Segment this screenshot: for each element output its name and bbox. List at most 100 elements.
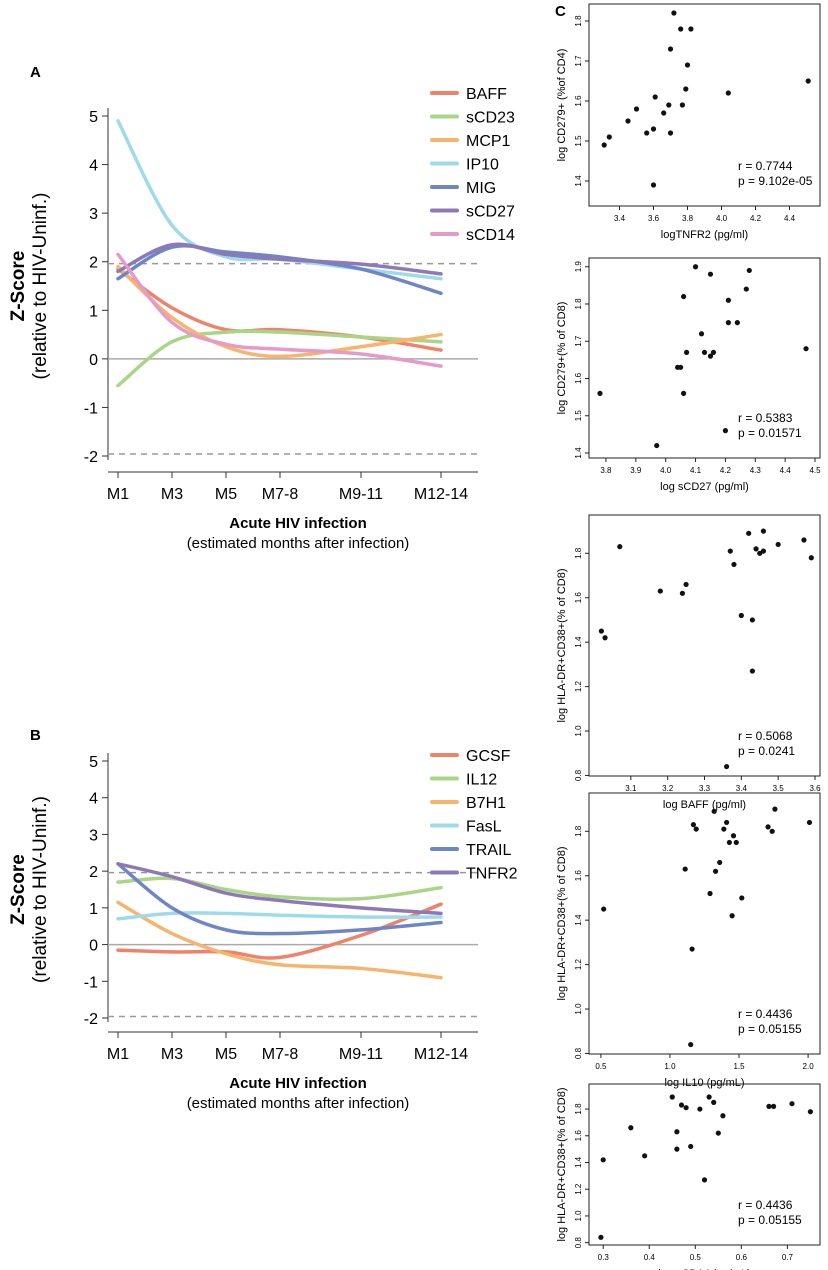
scatter-point — [678, 26, 684, 32]
stat-p-value: p = 9.102e-05 — [738, 174, 813, 188]
x-tick-label: 0.3 — [598, 1253, 610, 1262]
scatter-point — [680, 293, 687, 300]
stat-r-value: r = 0.5383 — [738, 411, 793, 425]
y-axis-title: log HLA-DR+CD38+(% of CD8) — [556, 846, 568, 1000]
y-tick-label: 1.8 — [574, 1103, 583, 1115]
series-line-fasl — [116, 911, 443, 921]
series-line-mcp1 — [116, 264, 443, 359]
y-axis-title: Z-Score — [8, 854, 29, 925]
scatter-point — [743, 286, 749, 292]
y-tick-label: 5 — [89, 109, 98, 126]
scatter-point — [727, 548, 733, 554]
scatter-point — [710, 349, 717, 356]
y-tick-label: 1.7 — [574, 335, 583, 347]
scatter-point — [679, 590, 686, 596]
y-tick-label: 1.2 — [574, 680, 583, 692]
scatter-point — [721, 826, 727, 832]
scatter-point — [711, 808, 717, 814]
legend-label-fasl: FasL — [466, 819, 502, 836]
scatter-point — [602, 635, 608, 641]
y-tick-label: 1.8 — [574, 825, 583, 837]
scatter-point — [772, 806, 778, 812]
x-tick-label: 3.4 — [614, 214, 626, 223]
scatter-point — [730, 833, 737, 839]
scatter-point — [667, 46, 674, 52]
x-tick-label: M9-11 — [339, 1046, 383, 1063]
legend-label-il12: IL12 — [466, 772, 497, 789]
scatter-point — [625, 118, 631, 124]
scatter-plot-1: 3.4 3.6 3.8 4.0 4.2 4.4 1.4 1.5 1.6 1.7 1.8 logTNFR… — [556, 3, 821, 241]
x-tick-label: 1.5 — [733, 1062, 745, 1071]
scatter-point — [725, 297, 731, 303]
scatter-point — [746, 267, 752, 274]
scatter-point — [666, 102, 672, 108]
y-axis-title: Z-Score — [8, 251, 29, 322]
scatter-point — [769, 828, 775, 834]
stat-r-value: r = 0.5068 — [738, 729, 793, 743]
y-axis-title: log HLA-DR+CD38+(% of CD8) — [556, 1087, 568, 1241]
scatter-point — [806, 819, 813, 826]
scatter-point — [766, 1103, 772, 1109]
y-tick-label: 1 — [89, 303, 98, 320]
legend-label-mcp1: MCP1 — [466, 133, 511, 150]
series-line-il12 — [116, 876, 443, 901]
y-tick-label: 1.4 — [574, 914, 583, 926]
y-tick-label: 1.7 — [574, 55, 583, 67]
stat-p-value: p = 0.05155 — [738, 1022, 802, 1036]
x-axis-title: Acute HIV infection — [229, 515, 367, 532]
y-tick-label: 1.6 — [574, 870, 583, 882]
scatter-point — [628, 1125, 634, 1131]
x-tick-label: M3 — [161, 486, 183, 503]
scatter-frame — [588, 257, 821, 459]
x-tick-label: 0.5 — [690, 1253, 702, 1262]
stat-r-value: r = 0.4436 — [738, 1198, 793, 1212]
y-tick-label: 0 — [89, 352, 98, 369]
scatter-point — [722, 428, 729, 434]
legend-label-scd23: sCD23 — [466, 110, 515, 127]
y-tick-label: 3 — [89, 827, 98, 844]
x-tick-label: M5 — [215, 1046, 237, 1063]
x-tick-label: 4.2 — [750, 214, 762, 223]
scatter-point — [803, 346, 809, 352]
x-axis-subtitle: (estimated months after infection) — [187, 535, 410, 552]
scatter-point — [601, 142, 607, 148]
y-tick-label: -1 — [84, 400, 98, 417]
stat-p-value: p = 0.01571 — [738, 426, 802, 440]
scatter-point — [667, 130, 674, 136]
x-tick-label: 1.0 — [664, 1062, 676, 1071]
scatter-point — [683, 86, 689, 92]
x-tick-label: 4.3 — [750, 466, 762, 475]
scatter-point — [678, 364, 684, 370]
x-tick-label: 3.4 — [736, 784, 748, 793]
y-tick-label: 1.6 — [574, 1130, 583, 1142]
scatter-point — [600, 1157, 606, 1163]
scatter-plot-2: 3.8 3.9 4.0 4.1 4.2 4.3 4.4 4.5 1.4 1.5 1.6 1.7 1.8 1… — [556, 257, 821, 493]
y-tick-label: 1.0 — [574, 1210, 583, 1222]
x-tick-label: 4.4 — [780, 466, 792, 475]
x-tick-label: 0.6 — [736, 1253, 748, 1262]
scatter-point — [683, 349, 690, 356]
x-tick-label: 3.6 — [809, 784, 821, 793]
scatter-point — [642, 1153, 648, 1159]
y-axis-title: log CD279+ (%of CD4) — [556, 49, 568, 162]
x-tick-label: 4.1 — [690, 466, 702, 475]
y-tick-label: 1.4 — [574, 447, 583, 459]
scatter-point — [617, 544, 623, 550]
x-tick-label: 3.9 — [630, 466, 642, 475]
x-axis-title: logTNFR2 (pg/ml) — [661, 229, 748, 241]
scatter-point — [598, 1234, 604, 1240]
x-tick-label: M1 — [107, 1046, 129, 1063]
legend-label-ip10: IP10 — [466, 157, 499, 174]
y-tick-label: -2 — [84, 1011, 98, 1028]
x-tick-label: 0.5 — [595, 1062, 607, 1071]
x-tick-label: 0.4 — [644, 1253, 656, 1262]
y-axis-subtitle: (relative to HIV-Uninf.) — [30, 193, 51, 380]
scatter-point — [692, 264, 699, 270]
x-tick-label: 3.1 — [625, 784, 637, 793]
scatter-point — [652, 94, 658, 100]
y-tick-label: 1.6 — [574, 95, 583, 107]
scatter-point — [679, 102, 686, 108]
series-line-mig — [116, 244, 443, 296]
scatter-point — [680, 390, 687, 396]
